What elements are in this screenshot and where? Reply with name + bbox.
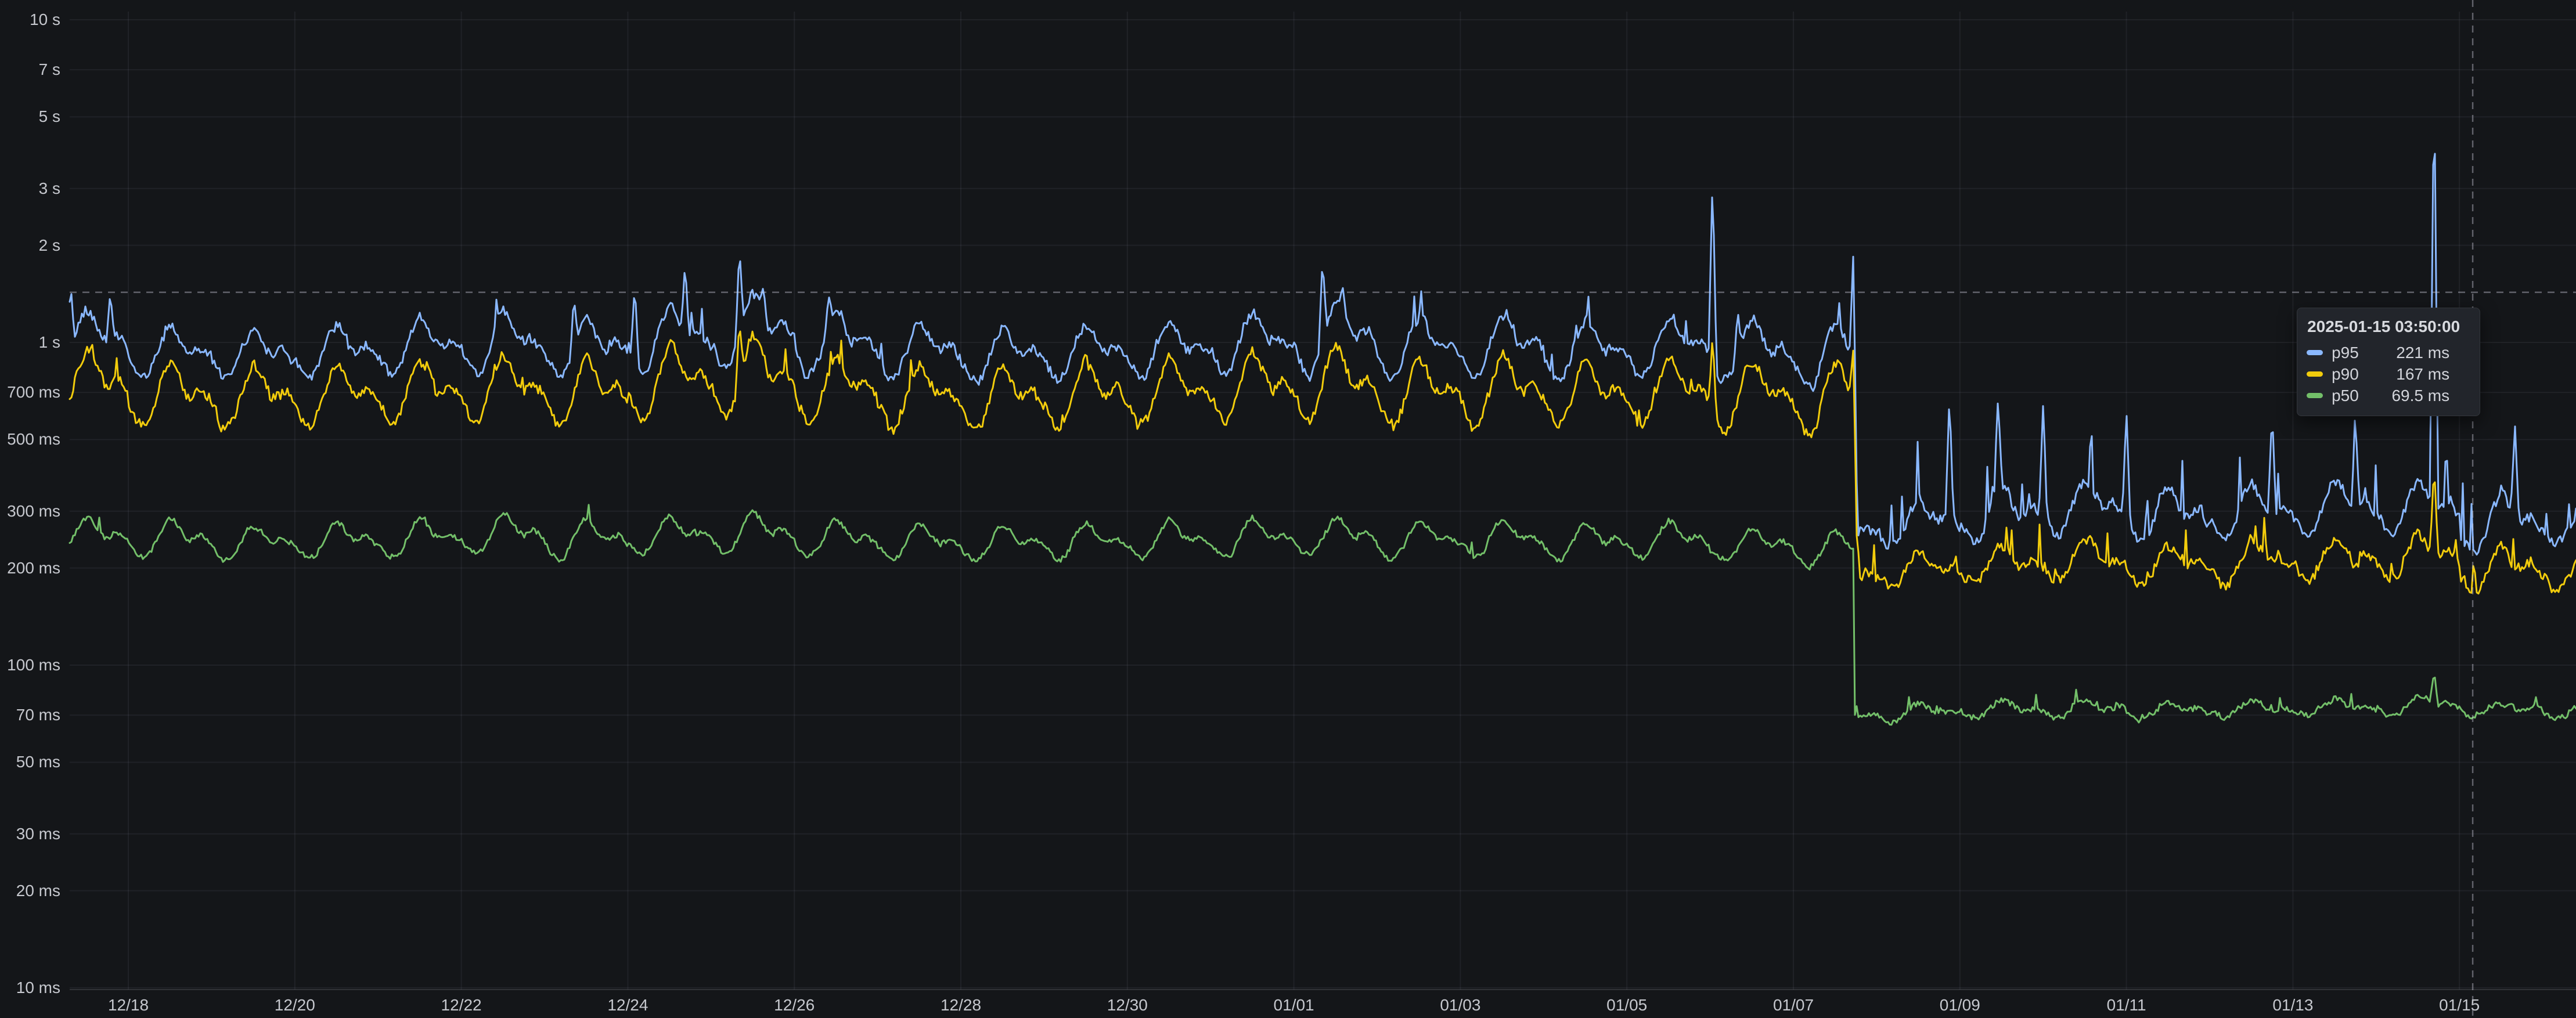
x-axis-label: 01/03 [1440,996,1481,1014]
y-axis-label: 50 ms [16,753,60,771]
series-value: 69.5 ms [2391,386,2450,405]
series-line-p50[interactable] [69,504,2576,726]
y-axis-label: 300 ms [7,501,60,520]
y-axis-label: 7 s [38,60,60,79]
y-axis-label: 5 s [38,107,60,126]
y-axis-label: 70 ms [16,706,60,724]
series-line-p90[interactable] [69,330,2576,595]
x-axis-label: 01/15 [2439,996,2480,1014]
series-line-p95[interactable] [69,153,2576,556]
y-axis-label: 10 ms [16,979,60,997]
x-axis-label: 12/30 [1107,996,1148,1014]
x-axis-label: 01/11 [2106,996,2146,1014]
y-axis-label: 700 ms [7,383,60,402]
y-axis-label: 100 ms [7,656,60,674]
x-axis-label: 01/01 [1273,996,1314,1014]
x-axis-label: 12/26 [774,996,815,1014]
tooltip-row-p95: p95 221 ms [2307,342,2470,363]
y-axis-label: 1 s [38,333,60,351]
tooltip-row-p50: p50 69.5 ms [2307,385,2470,406]
series-name: p95 [2332,343,2359,362]
y-axis-label: 200 ms [7,558,60,577]
y-axis-label: 3 s [38,179,60,197]
x-axis-label: 01/05 [1606,996,1648,1014]
y-axis-label: 500 ms [7,430,60,449]
series-value: 221 ms [2396,343,2450,362]
series-name: p50 [2332,386,2359,405]
series-color-pill-p95 [2307,350,2323,355]
series-color-pill-p90 [2307,371,2323,377]
x-axis-label: 12/18 [107,996,149,1014]
tooltip-row-p90: p90 167 ms [2307,363,2470,385]
x-axis-label: 01/13 [2272,996,2314,1014]
x-axis-label: 01/07 [1772,996,1814,1014]
y-axis-label: 2 s [38,236,60,254]
x-axis-label: 12/24 [607,996,648,1014]
x-axis-label: 12/22 [441,996,482,1014]
x-axis-label: 12/20 [274,996,315,1014]
x-axis-label: 12/28 [940,996,982,1014]
y-axis-label: 10 s [30,10,60,28]
series-value: 167 ms [2396,364,2450,383]
series-color-pill-p50 [2307,393,2323,398]
tooltip: 2025-01-15 03:50:00 p95 221 ms p90 167 m… [2297,308,2481,416]
series-name: p90 [2332,364,2359,383]
y-axis-label: 20 ms [16,881,60,900]
y-axis-label: 30 ms [16,824,60,843]
tooltip-timestamp: 2025-01-15 03:50:00 [2307,317,2460,335]
x-axis-label: 01/09 [1939,996,1980,1014]
